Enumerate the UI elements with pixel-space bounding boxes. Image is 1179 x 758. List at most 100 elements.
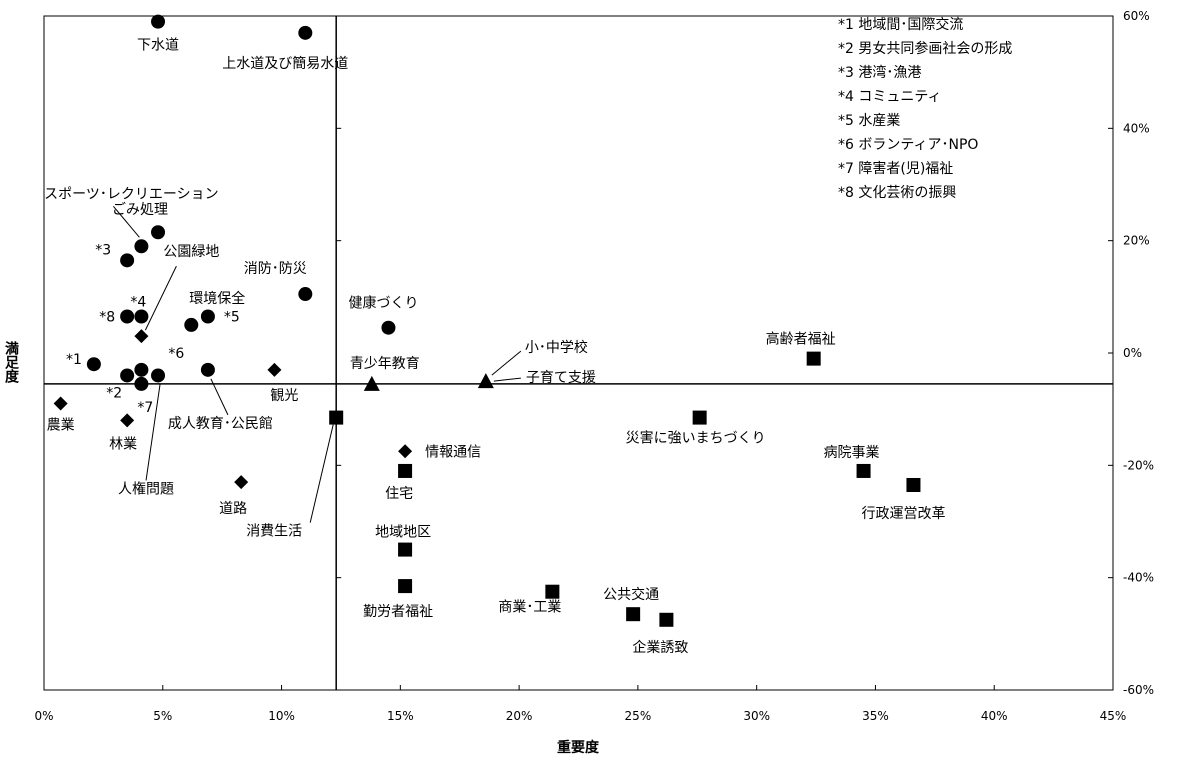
point-label: 農業 [47, 418, 75, 434]
point-label: 行政運営改革 [861, 506, 945, 522]
point-label: 道路 [219, 501, 247, 517]
x-tick-label: 35% [862, 709, 889, 723]
legend-item: *3 港湾･漁港 [838, 64, 921, 81]
x-tick-label: 20% [506, 709, 533, 723]
marker-diamond [398, 444, 413, 459]
legend-item: *8 文化芸術の振興 [838, 185, 956, 201]
crosshair-lines [44, 16, 1113, 690]
point-label: 勤労者福祉 [363, 604, 433, 620]
y-tick-label: 0% [1123, 346, 1142, 360]
marker-triangle [477, 373, 494, 389]
marker-circle [298, 287, 313, 302]
y-tick-label: -40% [1123, 571, 1154, 585]
marker-circle [200, 309, 215, 324]
point-label: 病院事業 [824, 445, 880, 461]
marker-square [856, 463, 871, 478]
point-label: 下水道 [137, 38, 179, 54]
x-tick-label: 0% [34, 709, 53, 723]
x-tick-label: 40% [981, 709, 1008, 723]
marker-circle [151, 14, 166, 29]
marker-square [659, 612, 674, 627]
point-label: 健康づくり [348, 295, 418, 312]
x-tick-label: 25% [625, 709, 652, 723]
tick-marks [43, 15, 1114, 691]
y-axis-title: 満足度 [3, 340, 19, 384]
marker-square [692, 410, 707, 425]
y-tick-label: -60% [1123, 683, 1154, 697]
point-label: *2 [106, 385, 122, 401]
legend-item: *4 コミュニティ [838, 89, 942, 105]
point-label: 災害に強いまちづくり [626, 431, 766, 447]
marker-circle [184, 317, 199, 332]
marker-square [906, 477, 921, 492]
marker-circle [381, 320, 396, 335]
point-label: 人権問題 [118, 480, 174, 497]
marker-circle [200, 362, 215, 377]
marker-diamond [53, 396, 68, 411]
point-label: 子育て支援 [526, 370, 596, 386]
y-tick-label: 40% [1123, 121, 1150, 135]
y-tick-label: 20% [1123, 234, 1150, 248]
marker-triangle [363, 375, 380, 391]
point-label: *5 [224, 309, 240, 325]
leader-line [144, 265, 177, 331]
x-tick-label: 15% [387, 709, 414, 723]
marker-circle [151, 225, 166, 240]
marker-square [398, 463, 413, 478]
leader-lines [113, 205, 522, 523]
marker-circle [120, 253, 135, 268]
y-tick-label: 60% [1123, 9, 1150, 23]
point-label: 消費生活 [246, 524, 302, 540]
x-tick-label: 30% [743, 709, 770, 723]
data-markers [53, 14, 921, 627]
point-label: 高齢者福祉 [766, 331, 836, 348]
marker-circle [134, 309, 149, 324]
legend-item: *7 障害者(児)福祉 [838, 161, 953, 177]
marker-circle [151, 368, 166, 383]
point-label: 地域地区 [375, 525, 431, 541]
point-label: 環境保全 [189, 290, 245, 307]
point-label: ごみ処理 [112, 202, 168, 218]
point-label: 企業誘致 [632, 639, 688, 656]
point-label: 林業 [109, 436, 137, 452]
x-tick-label: 10% [268, 709, 295, 723]
marker-circle [134, 376, 149, 391]
legend-item: *6 ボランティア･NPO [838, 137, 978, 153]
marker-diamond [267, 362, 282, 377]
point-label: *1 [66, 352, 82, 368]
leader-line [491, 350, 522, 376]
marker-square [806, 351, 821, 366]
legend-item: *5 水産業 [838, 113, 900, 129]
marker-circle [86, 357, 101, 372]
point-label: 公園緑地 [163, 244, 219, 260]
marker-diamond [134, 329, 149, 344]
legend: *1 地域間･国際交流 *2 男女共同参画社会の形成 *3 港湾･漁港 *4 コミュニ… [838, 16, 1012, 201]
marker-square [329, 410, 344, 425]
leader-line [113, 205, 140, 238]
marker-circle [134, 362, 149, 377]
leader-line [309, 424, 334, 523]
x-tick-label: 45% [1100, 709, 1127, 723]
point-label: 消防･防災 [244, 261, 307, 277]
marker-circle [298, 25, 313, 40]
legend-item: *2 男女共同参画社会の形成 [838, 40, 1012, 57]
marker-circle [134, 239, 149, 254]
point-label: 情報通信 [425, 444, 481, 460]
leader-line [145, 384, 161, 481]
x-axis-title: 重要度 [557, 739, 600, 756]
point-label: 青少年教育 [350, 356, 420, 372]
point-label: 上水道及び簡易水道 [222, 56, 348, 72]
legend-item: *1 地域間･国際交流 [838, 16, 963, 33]
point-label: スポーツ･レクリエーション [44, 186, 218, 202]
point-label: 公共交通 [603, 586, 659, 603]
point-label: 住宅 [385, 486, 413, 502]
point-label: 観光 [270, 387, 298, 404]
x-tick-label: 5% [153, 709, 172, 723]
marker-circle [120, 368, 135, 383]
marker-square [398, 579, 413, 594]
point-label: 商業･工業 [498, 600, 561, 616]
marker-diamond [234, 475, 249, 490]
y-tick-label: -20% [1123, 458, 1154, 472]
point-label: 成人教育･公民館 [168, 415, 273, 432]
